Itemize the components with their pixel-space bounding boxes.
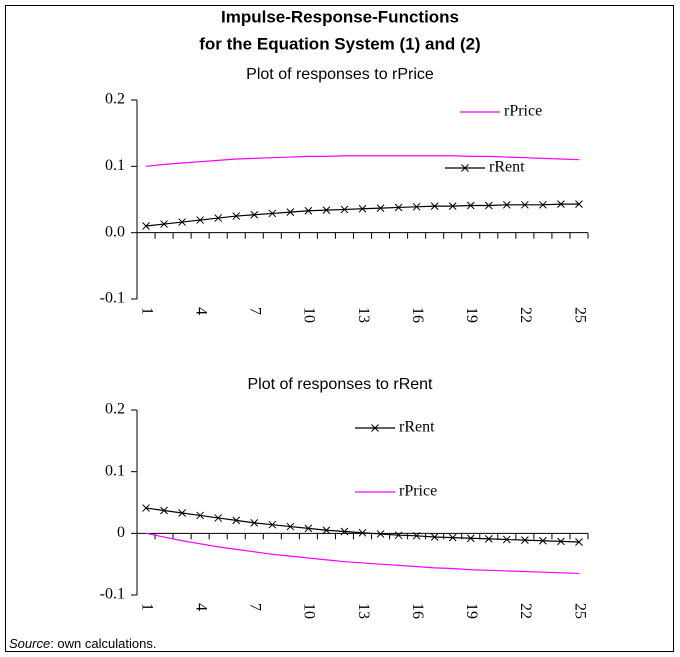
point-marker [412,202,421,211]
x-tick-label: 19 [463,603,480,619]
point-marker [575,200,583,208]
x-tick-label: 16 [409,603,426,619]
point-marker [160,506,168,515]
x-tick-label: 7 [247,603,264,611]
point-marker [286,522,295,531]
x-tick-label: 10 [301,603,318,619]
point-marker [214,214,223,222]
point-marker [160,220,168,228]
point-marker [394,531,403,540]
point-marker [250,518,259,527]
point-marker [322,206,331,214]
point-marker [358,204,367,213]
point-marker [340,205,349,214]
point-marker [412,531,421,540]
point-marker [304,524,313,533]
point-marker [142,504,150,512]
point-marker [358,528,367,537]
point-marker [304,206,313,215]
point-marker [196,216,204,224]
source-text: : own calculations. [50,636,156,651]
x-tick-label: 1 [138,307,155,315]
point-marker [466,201,475,210]
point-marker [250,210,259,219]
point-marker [430,533,439,541]
x-tick-label: 13 [355,603,372,619]
chart-subtitle: Plot of responses to rRent [248,376,434,393]
x-tick-label: 22 [517,603,534,619]
series-line [145,203,579,227]
point-marker [484,201,493,210]
point-marker [340,527,349,536]
frame [5,5,674,652]
x-tick-label: 10 [301,307,318,323]
point-marker [268,520,277,529]
point-marker [178,218,186,226]
legend-marker [371,424,379,432]
x-tick-label: 22 [517,307,534,323]
title-line: Impulse-Response-Functions [221,7,459,26]
point-marker [214,514,223,522]
x-tick-label: 1 [138,603,155,611]
point-marker [376,204,385,212]
point-marker [448,202,457,210]
legend-marker [461,164,469,172]
point-marker [142,222,150,230]
x-tick-label: 19 [463,307,480,323]
legend-label: rRent [489,159,525,176]
point-marker [502,535,511,544]
legend-label: rPrice [504,103,542,120]
point-marker [286,208,295,216]
point-marker [268,209,277,218]
y-tick-label: 0.1 [105,462,125,479]
source-label: Source [9,636,50,651]
chart-subtitle: Plot of responses to rPrice [246,66,434,83]
point-marker [575,538,583,546]
point-marker [376,530,385,538]
x-tick-label: 25 [571,603,588,619]
point-marker [557,537,565,546]
point-marker [557,200,565,208]
y-tick-label: 0.2 [105,401,125,418]
y-tick-label: 0 [117,524,125,541]
y-tick-label: -0.1 [100,586,125,603]
point-marker [232,516,241,525]
series-line [145,507,580,543]
y-tick-label: 0.0 [105,223,125,240]
point-marker [521,200,529,209]
series-line [145,532,580,575]
point-marker [466,534,475,543]
point-marker [178,509,186,517]
point-marker [521,536,529,544]
point-marker [196,511,204,520]
x-tick-label: 25 [571,307,588,323]
x-tick-label: 7 [247,307,264,315]
point-marker [322,526,331,535]
y-tick-label: 0.1 [105,157,125,174]
x-tick-label: 16 [409,307,426,323]
x-tick-label: 4 [192,307,209,315]
source-note: Source: own calculations. [9,636,156,651]
title-line: for the Equation System (1) and (2) [199,34,480,53]
point-marker [502,200,511,209]
series-line [145,155,580,167]
legend-label: rRent [399,419,435,436]
x-tick-label: 13 [355,307,372,323]
point-marker [430,202,439,210]
y-tick-label: 0.2 [105,91,125,108]
point-marker [539,200,547,209]
point-marker [232,212,241,220]
point-marker [484,535,493,543]
y-tick-label: -0.1 [100,290,125,307]
legend-label: rPrice [399,483,437,500]
point-marker [539,536,547,545]
point-marker [448,533,457,542]
point-marker [394,203,403,212]
x-tick-label: 4 [192,603,209,611]
